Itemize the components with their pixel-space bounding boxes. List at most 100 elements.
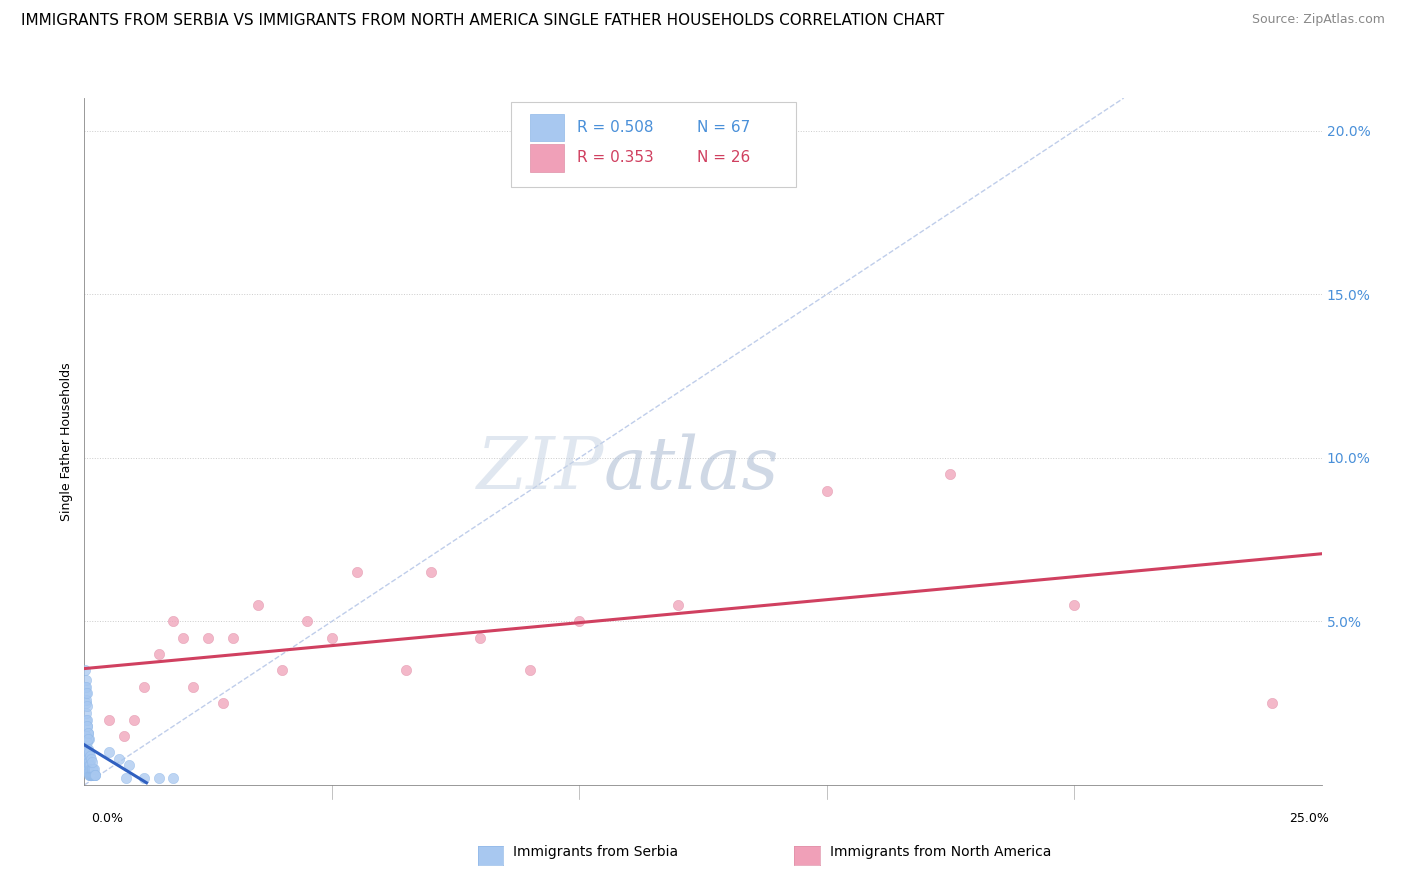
- Point: [82, 768, 104, 782]
- Point: [79, 748, 101, 763]
- Text: N = 26: N = 26: [697, 151, 749, 165]
- Point: [77, 742, 100, 756]
- Point: [222, 631, 245, 645]
- Point: [132, 680, 155, 694]
- Point: [79, 768, 101, 782]
- Point: [76, 699, 98, 714]
- Point: [77, 764, 100, 779]
- Point: [75, 693, 97, 707]
- Point: [815, 483, 838, 498]
- Point: [79, 768, 101, 782]
- Text: 25.0%: 25.0%: [1289, 812, 1329, 825]
- Point: [80, 768, 103, 782]
- Bar: [530, 145, 564, 171]
- Point: [271, 664, 294, 678]
- Point: [212, 696, 235, 710]
- Point: [76, 735, 98, 749]
- Point: [75, 713, 97, 727]
- Point: [162, 615, 184, 629]
- Point: [75, 686, 97, 700]
- Point: [76, 762, 98, 776]
- Point: [75, 696, 97, 710]
- Point: [75, 673, 97, 688]
- Point: [77, 732, 100, 747]
- Point: [80, 762, 103, 776]
- Point: [76, 762, 98, 776]
- Bar: [530, 114, 564, 142]
- Point: [76, 745, 98, 759]
- Point: [83, 768, 105, 782]
- Point: [162, 772, 184, 786]
- Point: [112, 729, 135, 743]
- Point: [76, 752, 98, 766]
- Point: [76, 686, 98, 700]
- Point: [666, 598, 689, 612]
- Point: [172, 631, 194, 645]
- Point: [519, 664, 541, 678]
- Text: N = 67: N = 67: [697, 120, 749, 136]
- Point: [115, 772, 138, 786]
- Point: [83, 762, 105, 776]
- Point: [79, 762, 101, 776]
- Point: [148, 647, 170, 661]
- Point: [98, 745, 121, 759]
- Text: ZIP: ZIP: [477, 434, 605, 504]
- Point: [76, 752, 98, 766]
- Y-axis label: Single Father Households: Single Father Households: [60, 362, 73, 521]
- Point: [82, 768, 104, 782]
- Point: [80, 768, 103, 782]
- Point: [84, 768, 107, 782]
- Point: [76, 713, 98, 727]
- Point: [79, 758, 101, 772]
- Point: [82, 755, 104, 769]
- Point: [79, 758, 101, 772]
- Point: [75, 729, 97, 743]
- Point: [77, 755, 100, 769]
- Point: [76, 719, 98, 733]
- Point: [75, 758, 97, 772]
- Text: atlas: atlas: [605, 434, 779, 504]
- Point: [76, 725, 98, 739]
- Point: [82, 762, 104, 776]
- Point: [118, 758, 141, 772]
- Point: [1261, 696, 1284, 710]
- Point: [75, 664, 97, 678]
- FancyBboxPatch shape: [512, 102, 796, 187]
- Point: [295, 615, 318, 629]
- Point: [77, 764, 100, 779]
- Text: Source: ZipAtlas.com: Source: ZipAtlas.com: [1251, 13, 1385, 27]
- Point: [82, 762, 104, 776]
- Point: [132, 772, 155, 786]
- Point: [76, 725, 98, 739]
- Text: 0.0%: 0.0%: [91, 812, 124, 825]
- Point: [76, 719, 98, 733]
- Point: [75, 745, 97, 759]
- Point: [148, 772, 170, 786]
- Text: R = 0.353: R = 0.353: [576, 151, 654, 165]
- Point: [75, 706, 97, 720]
- Point: [83, 768, 105, 782]
- Point: [75, 680, 97, 694]
- Point: [82, 768, 104, 782]
- Point: [246, 598, 269, 612]
- Point: [321, 631, 343, 645]
- Point: [395, 664, 418, 678]
- Point: [939, 467, 962, 482]
- Point: [79, 745, 101, 759]
- Point: [1063, 598, 1085, 612]
- Point: [80, 752, 103, 766]
- Point: [77, 755, 100, 769]
- Point: [75, 739, 97, 753]
- Text: Immigrants from Serbia: Immigrants from Serbia: [513, 845, 678, 859]
- Point: [98, 713, 121, 727]
- Point: [80, 762, 103, 776]
- Point: [122, 713, 145, 727]
- Point: [181, 680, 204, 694]
- Point: [79, 768, 101, 782]
- Point: [75, 752, 97, 766]
- Text: Immigrants from North America: Immigrants from North America: [830, 845, 1050, 859]
- Point: [108, 752, 131, 766]
- Point: [419, 566, 441, 580]
- Point: [568, 615, 591, 629]
- Text: IMMIGRANTS FROM SERBIA VS IMMIGRANTS FROM NORTH AMERICA SINGLE FATHER HOUSEHOLDS: IMMIGRANTS FROM SERBIA VS IMMIGRANTS FRO…: [21, 13, 945, 29]
